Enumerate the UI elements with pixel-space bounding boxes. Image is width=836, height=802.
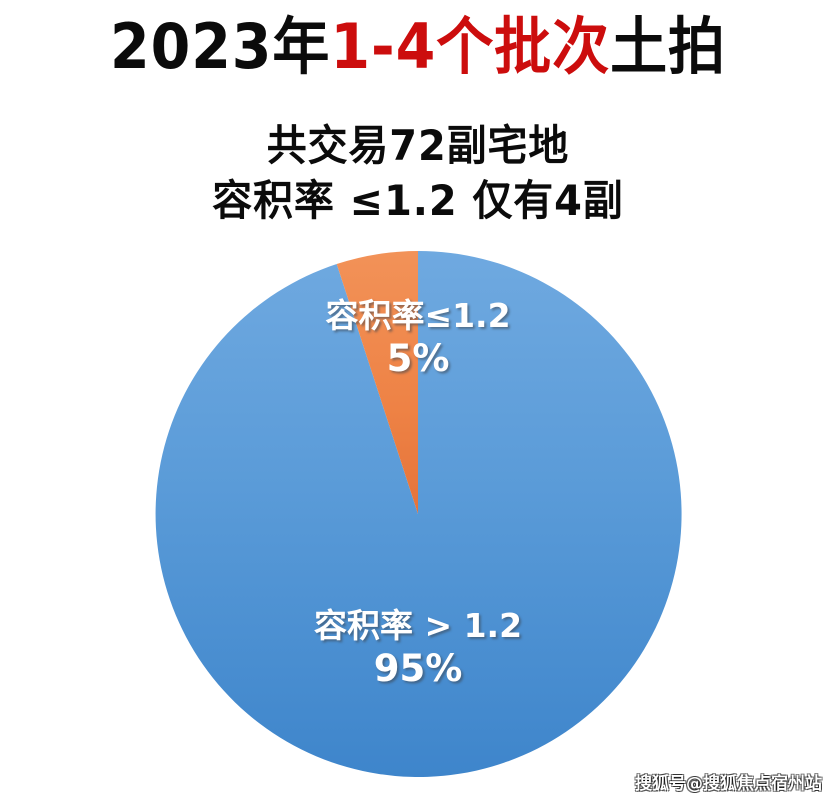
title-suffix: 土拍 [610,10,727,83]
watermark: 搜狐号@搜狐焦点宿州站 [635,774,822,794]
pie-slice-large[interactable] [155,250,682,777]
pie-label-large-name: 容积率 > 1.2 [313,606,523,645]
subtitle-line-1: 共交易72副宅地 [266,121,570,170]
pie-label-large-percent: 95% [373,647,463,691]
title-prefix: 2023年 [109,10,331,83]
pie-label-small-percent: 5% [386,337,450,381]
pie-label-small: 容积率≤1.2 5% [268,296,568,381]
title-line: 2023年1-4个批次土拍 [33,14,802,79]
subtitle: 共交易72副宅地 容积率 ≤1.2 仅有4副 [0,118,836,229]
title-highlight: 1-4个批次 [330,10,611,83]
pie-slice-small[interactable] [336,251,418,514]
subtitle-line-2: 容积率 ≤1.2 仅有4副 [212,176,624,226]
pie-label-small-name: 容积率≤1.2 [325,296,511,335]
page-title: 2023年1-4个批次土拍 [0,14,836,79]
pie-label-large: 容积率 > 1.2 95% [258,606,578,691]
